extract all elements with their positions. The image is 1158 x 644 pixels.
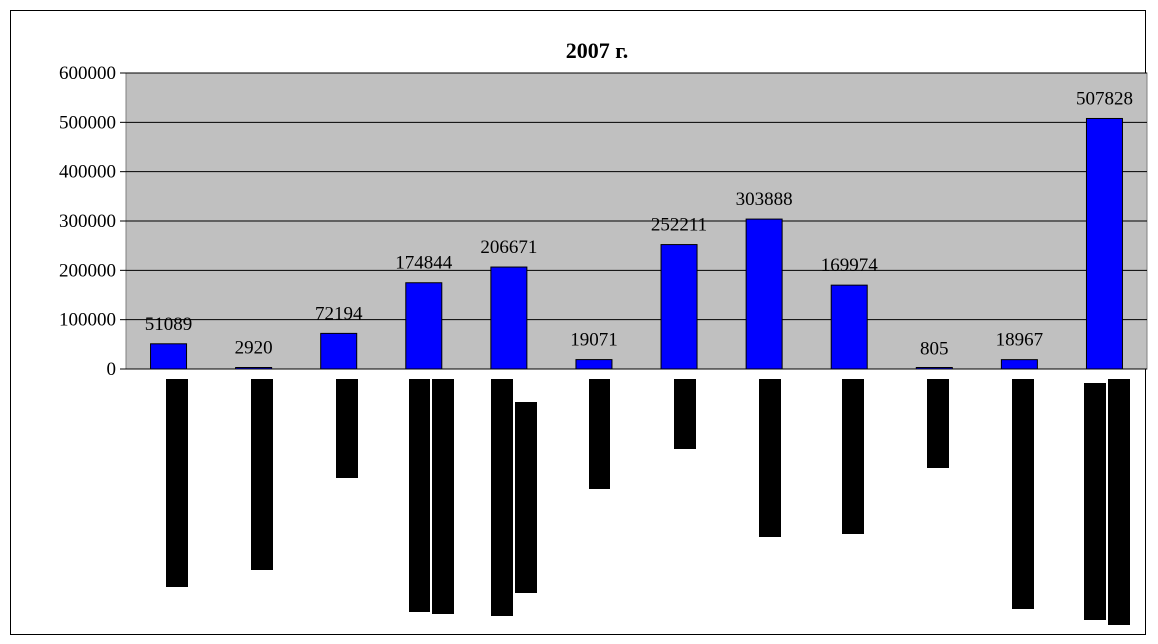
data-label: 169974 bbox=[821, 255, 879, 276]
gridlines bbox=[120, 72, 1147, 370]
redaction-block bbox=[842, 379, 864, 534]
redaction-block bbox=[759, 379, 781, 537]
redaction-blocks bbox=[166, 379, 1130, 625]
bar bbox=[1085, 117, 1123, 370]
redaction-block bbox=[251, 379, 273, 570]
redaction-block bbox=[589, 379, 610, 489]
data-label: 507828 bbox=[1076, 88, 1133, 109]
redaction-block bbox=[1108, 379, 1130, 625]
bar bbox=[745, 218, 783, 370]
redaction-block bbox=[166, 379, 188, 587]
data-label: 18967 bbox=[996, 330, 1044, 351]
bar bbox=[1000, 359, 1038, 370]
bar bbox=[235, 367, 273, 370]
y-axis-ticks: 600000 500000 400000 300000 200000 100000 0 bbox=[59, 63, 116, 380]
bar bbox=[830, 284, 868, 370]
data-label: 2920 bbox=[235, 338, 273, 359]
y-tick-label: 500000 bbox=[59, 112, 116, 133]
data-label: 303888 bbox=[736, 189, 793, 210]
data-label: 206671 bbox=[480, 237, 537, 258]
redaction-block bbox=[491, 379, 513, 616]
y-tick-label: 0 bbox=[107, 359, 117, 380]
redaction-block bbox=[409, 379, 430, 612]
redaction-block bbox=[336, 379, 358, 478]
data-label: 805 bbox=[920, 339, 949, 360]
data-label: 72194 bbox=[315, 303, 363, 324]
data-label: 51089 bbox=[145, 314, 193, 335]
bar bbox=[575, 359, 613, 370]
y-tick-label: 600000 bbox=[59, 63, 116, 84]
data-label: 252211 bbox=[651, 215, 707, 236]
redaction-block bbox=[515, 402, 537, 593]
redaction-block bbox=[927, 379, 949, 468]
y-tick-label: 100000 bbox=[59, 310, 116, 331]
data-labels: 51089 2920 72194 174844 206671 19071 252211 303… bbox=[145, 88, 1133, 359]
bar bbox=[320, 332, 358, 370]
redaction-block bbox=[674, 379, 696, 449]
y-tick-label: 400000 bbox=[59, 162, 116, 183]
data-label: 19071 bbox=[570, 330, 618, 351]
y-tick-label: 300000 bbox=[59, 211, 116, 232]
chart-title: 2007 г. bbox=[566, 38, 629, 63]
bar bbox=[660, 244, 698, 370]
y-tick-label: 200000 bbox=[59, 260, 116, 281]
bar bbox=[150, 343, 188, 370]
bar bbox=[405, 282, 443, 370]
redaction-block bbox=[1084, 383, 1106, 620]
data-label: 174844 bbox=[395, 253, 453, 274]
bars bbox=[150, 117, 1123, 370]
bar bbox=[915, 367, 953, 370]
bar bbox=[490, 266, 528, 370]
redaction-block bbox=[1012, 379, 1034, 609]
redaction-block bbox=[432, 379, 454, 614]
